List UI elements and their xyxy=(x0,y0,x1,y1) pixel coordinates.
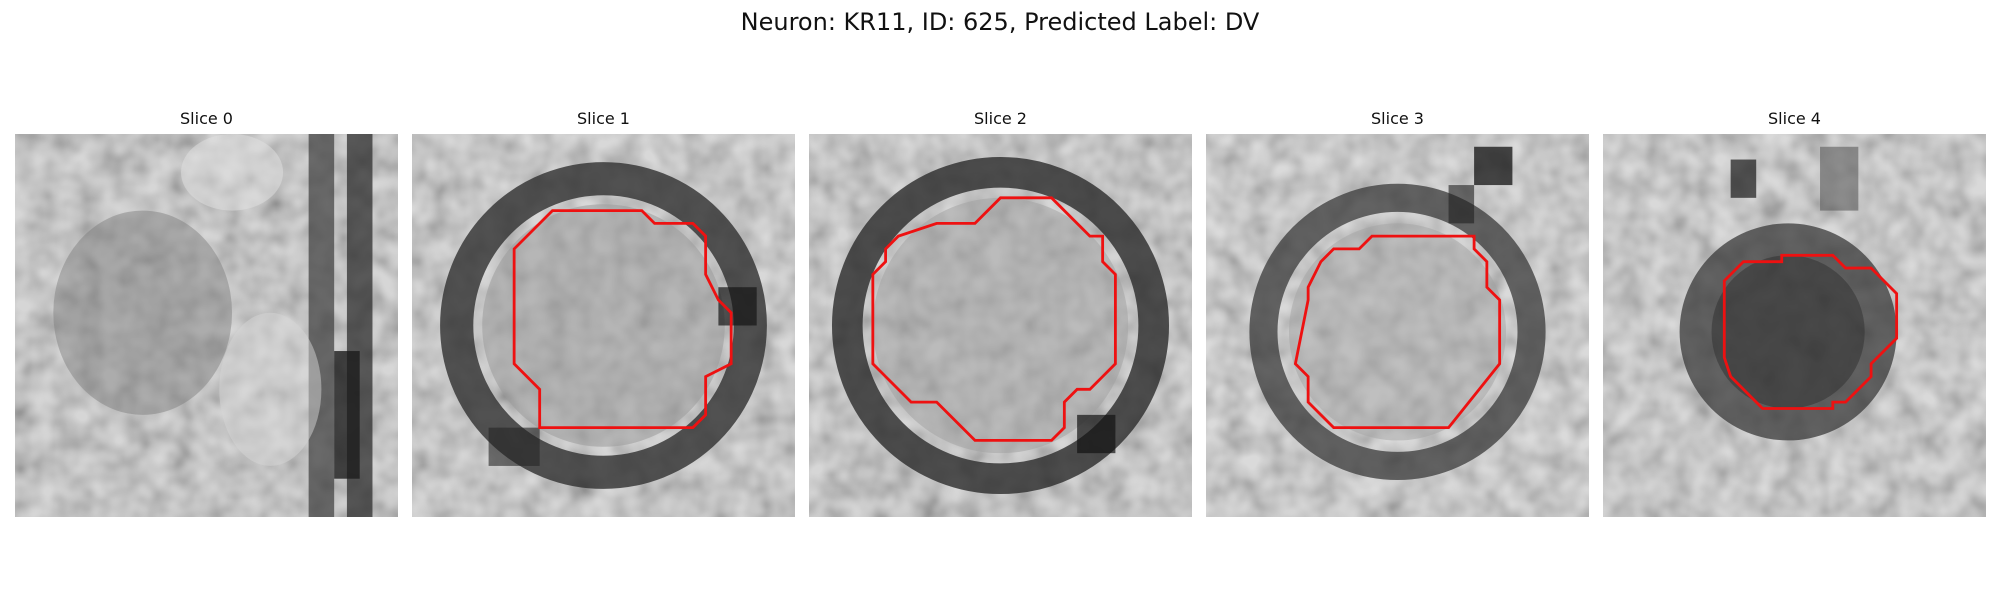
slice-title-4: Slice 4 xyxy=(1768,109,1821,128)
figure-title: Neuron: KR11, ID: 625, Predicted Label: … xyxy=(740,8,1260,36)
slice-panel-2: Slice 2 xyxy=(809,108,1192,517)
slice-panel-0: Slice 0 xyxy=(15,108,398,517)
slice-image-0 xyxy=(15,134,398,517)
slice-panel-1: Slice 1 xyxy=(412,108,795,517)
contour-outline xyxy=(1722,253,1899,410)
slice-title-3: Slice 3 xyxy=(1371,109,1424,128)
contour-outline xyxy=(871,196,1117,442)
contour-outline xyxy=(1293,234,1502,430)
slice-panel-3: Slice 3 xyxy=(1206,108,1589,517)
slice-image-4 xyxy=(1603,134,1986,517)
slice-title-2: Slice 2 xyxy=(974,109,1027,128)
slice-title-1: Slice 1 xyxy=(577,109,630,128)
slice-image-1 xyxy=(412,134,795,517)
slice-image-3 xyxy=(1206,134,1589,517)
contour-outline xyxy=(512,209,733,430)
slice-title-0: Slice 0 xyxy=(180,109,233,128)
slice-panel-4: Slice 4 xyxy=(1603,108,1986,517)
slice-image-2 xyxy=(809,134,1192,517)
